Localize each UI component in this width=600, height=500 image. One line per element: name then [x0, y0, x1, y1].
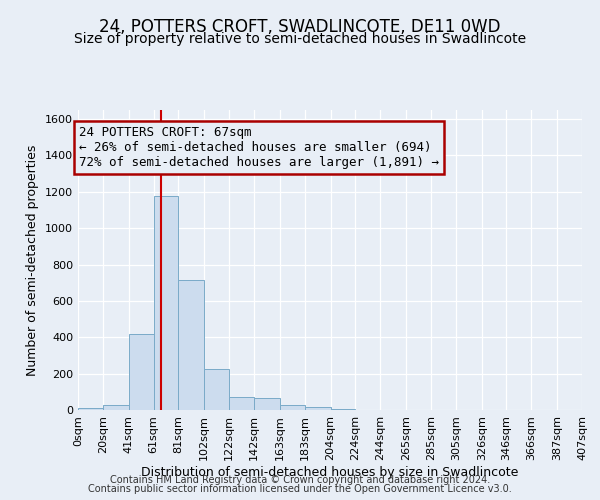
Bar	[305, 408, 331, 410]
Bar	[129, 334, 154, 410]
Text: 24 POTTERS CROFT: 67sqm
← 26% of semi-detached houses are smaller (694)
72% of s: 24 POTTERS CROFT: 67sqm ← 26% of semi-de…	[79, 126, 439, 170]
Text: Contains HM Land Registry data © Crown copyright and database right 2024.: Contains HM Land Registry data © Crown c…	[110, 475, 490, 485]
Text: Contains public sector information licensed under the Open Government Licence v3: Contains public sector information licen…	[88, 484, 512, 494]
Bar	[178, 280, 205, 410]
Bar	[103, 406, 129, 410]
Bar	[78, 408, 103, 410]
Bar	[205, 369, 229, 410]
Text: 24, POTTERS CROFT, SWADLINCOTE, DE11 0WD: 24, POTTERS CROFT, SWADLINCOTE, DE11 0WD	[99, 18, 501, 36]
Y-axis label: Number of semi-detached properties: Number of semi-detached properties	[26, 144, 40, 376]
Text: Size of property relative to semi-detached houses in Swadlincote: Size of property relative to semi-detach…	[74, 32, 526, 46]
Bar	[229, 398, 254, 410]
Bar	[254, 398, 280, 410]
X-axis label: Distribution of semi-detached houses by size in Swadlincote: Distribution of semi-detached houses by …	[142, 466, 518, 478]
Bar	[154, 196, 178, 410]
Bar	[280, 406, 305, 410]
Bar	[331, 409, 355, 410]
